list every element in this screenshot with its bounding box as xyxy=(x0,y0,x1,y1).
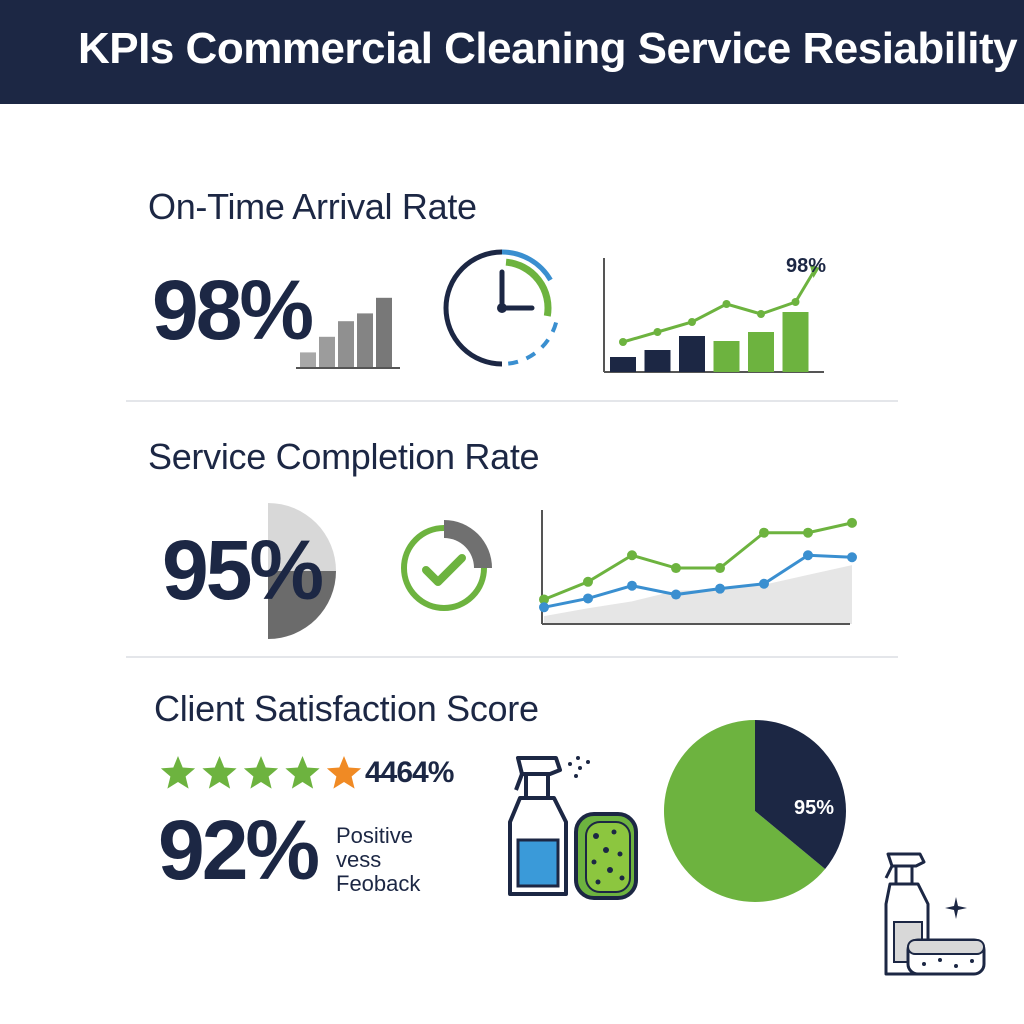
rating-score: 4464% xyxy=(365,756,454,789)
trend-point xyxy=(791,298,800,306)
gauge-hole xyxy=(414,538,474,598)
arrival-mini-bar-chart xyxy=(296,297,400,369)
series-point xyxy=(715,583,725,594)
series-point xyxy=(539,602,549,613)
check-mark xyxy=(422,554,466,586)
series-point xyxy=(627,580,637,591)
series-point xyxy=(759,578,769,589)
star-icon xyxy=(160,756,196,789)
series-point xyxy=(671,563,681,574)
sparkle-icon xyxy=(945,897,967,919)
bar xyxy=(376,297,392,368)
bar xyxy=(644,350,671,372)
bar xyxy=(679,336,705,372)
header-bar: KPIs Commercial Cleaning Service Resiabi… xyxy=(0,0,1024,104)
completion-trend-chart xyxy=(539,510,857,625)
series-point xyxy=(627,550,637,561)
series-line xyxy=(543,553,853,609)
arrival-trend-chart: 98% xyxy=(603,255,826,373)
pie-slice xyxy=(664,720,826,902)
spray-sponge-icon xyxy=(884,852,986,976)
bar xyxy=(713,341,740,372)
star-icon xyxy=(243,756,279,789)
gauge-arc-dashed xyxy=(506,321,559,366)
series-point xyxy=(847,552,857,563)
arrival-value: 98% xyxy=(152,263,314,357)
checkmark-icon xyxy=(401,520,492,611)
bar xyxy=(748,332,774,372)
pie-slice xyxy=(268,503,336,571)
trend-point xyxy=(757,310,765,318)
sponge-icon xyxy=(574,812,638,900)
pie-slice xyxy=(268,571,336,639)
bar xyxy=(338,321,354,368)
bar xyxy=(357,313,373,368)
spray-bottle-icon xyxy=(508,756,590,896)
trend-point xyxy=(619,338,627,346)
trend-point xyxy=(688,318,696,326)
series-point xyxy=(583,576,593,587)
series-point xyxy=(803,527,813,538)
clock-icon xyxy=(443,249,559,367)
clock-ring xyxy=(443,249,503,367)
bar xyxy=(319,336,335,368)
bar xyxy=(300,352,316,368)
rating-stars xyxy=(160,756,362,789)
gauge-arc-blue xyxy=(501,249,553,282)
satisfaction-section-title: Client Satisfaction Score xyxy=(154,688,539,729)
gauge-arc xyxy=(443,567,487,611)
series-point xyxy=(847,517,857,528)
gauge-arc xyxy=(401,525,445,611)
trend-arrowhead xyxy=(809,264,820,278)
series-point xyxy=(671,589,681,600)
completion-section-title: Service Completion Rate xyxy=(148,436,540,477)
gauge-arc-green xyxy=(505,258,552,317)
star-icon xyxy=(202,756,237,789)
bar xyxy=(610,357,636,372)
completion-value: 95% xyxy=(162,523,324,617)
trend-point xyxy=(722,300,731,308)
series-line xyxy=(543,521,853,601)
trend-annotation: 98% xyxy=(786,255,826,277)
satisfaction-pie-chart: 95% xyxy=(664,720,846,902)
clock-center xyxy=(497,303,507,313)
trend-point xyxy=(653,328,662,336)
star-icon xyxy=(326,756,362,789)
series-point xyxy=(539,594,549,605)
pie-annotation: 95% xyxy=(794,797,834,819)
feedback-label: Positive vess Feoback xyxy=(336,823,421,896)
pie-slice xyxy=(755,720,846,870)
area-fill xyxy=(544,565,852,624)
section-divider xyxy=(126,400,898,402)
bar xyxy=(782,312,809,372)
series-point xyxy=(759,527,769,538)
star-icon xyxy=(285,756,320,789)
pie-slice xyxy=(244,571,268,639)
series-point xyxy=(583,593,593,604)
completion-pie-chart xyxy=(244,503,336,639)
section-divider xyxy=(126,656,898,658)
series-point xyxy=(803,550,813,561)
satisfaction-value: 92% xyxy=(158,803,320,897)
page-title: KPIs Commercial Cleaning Service Resiabi… xyxy=(78,24,1018,73)
arrival-section-title: On-Time Arrival Rate xyxy=(148,186,477,227)
series-point xyxy=(715,563,725,574)
